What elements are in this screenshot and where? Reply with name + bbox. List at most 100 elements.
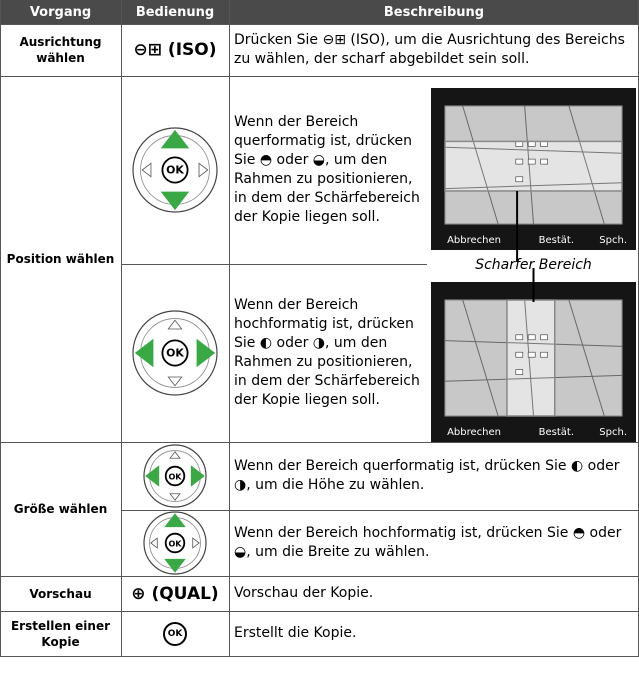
screen-image [444,299,623,417]
car [540,351,548,358]
beschreibung: Erstellt die Kopie. [234,625,357,641]
selector-ring [132,127,218,213]
vorgang: Position wählen [6,252,115,266]
selector-ring [143,511,207,575]
screen-label: Abbrechen [447,427,501,438]
beschreibung: Wenn der Bereich querformatig ist, drück… [234,114,420,225]
ok-label: OK [166,164,184,177]
car [527,334,536,341]
header-cell: Beschreibung [229,0,639,24]
street-line [444,182,623,190]
rule [0,24,639,25]
selector-arrow [145,465,160,487]
vorgang: Erstellen einer Kopie [10,618,111,649]
rule [121,0,122,657]
selector-ring [149,517,201,569]
car [527,351,536,358]
shade [445,300,507,416]
ok-button [161,339,189,367]
selector-arrow [164,558,186,573]
vorgang: Ausrichtung wählen [19,35,102,65]
selector-arrow [198,162,209,178]
selector-arrow [160,191,190,211]
car [527,141,536,147]
selector-arrow [196,338,216,368]
car [540,141,548,147]
rule [0,656,639,657]
selector-arrow [169,493,181,501]
selector-arrow [164,513,186,528]
street-line [462,105,499,225]
selector-arrow [150,537,158,549]
ok-button-icon: OK [163,621,187,646]
ok-button [164,465,186,487]
car [527,158,536,165]
focus-frame [444,140,623,192]
street-line [568,299,605,417]
selector-ring [140,135,210,205]
street-line [444,146,623,154]
car [540,158,548,165]
street-line [524,299,534,417]
ok-label: OK [168,540,182,549]
vorgang: Größe wählen [13,502,108,516]
car [515,176,524,183]
camera-screen [431,88,636,250]
beschreibung: Vorschau der Kopie. [234,585,374,601]
bedienung: OK [121,611,229,656]
shade [445,190,622,224]
car [515,351,524,358]
car [515,158,524,165]
ok-button [161,156,189,184]
screen-label: Abbrechen [447,235,501,246]
rule [0,576,639,577]
selector-arrow [190,465,205,487]
screen-label: Spch. [599,235,627,246]
rule [0,611,639,612]
car [515,369,524,375]
street-line [444,340,623,347]
selector-arrow [192,537,200,549]
header-cell: Bedienung [121,0,229,24]
beschreibung: Wenn der Bereich hochformatig ist, drück… [234,297,420,408]
camera-screen [431,282,636,442]
bedienung: ⊖⊞ (ISO) [133,40,217,60]
selector-arrow [134,338,154,368]
rule [121,510,639,511]
rule [0,76,639,77]
caption: Scharfer Bereich [475,257,592,273]
screen-label: Spch. [599,427,627,438]
screen-label: Bestät. [539,427,574,438]
car [515,334,524,341]
screen-label: Bestät. [539,235,574,246]
selector-arrow [167,376,183,387]
rule [0,442,639,443]
selector-arrow [169,451,181,459]
street-line [444,374,623,382]
ok-label: OK [168,473,182,482]
bedienung: ⊕ (QUAL) [131,583,219,604]
beschreibung: Wenn der Bereich hochformatig ist, drück… [234,525,622,560]
shade [554,300,622,416]
street-line [524,105,534,225]
selector-ring [140,318,210,388]
car [515,141,524,147]
beschreibung: Wenn der Bereich querformatig ist, drück… [234,458,620,493]
street-line [568,105,605,225]
street-line [462,299,499,417]
selector-ring [132,310,218,396]
selector-arrow [160,129,190,149]
rule [229,0,230,657]
rule [0,0,1,657]
shade [445,106,622,142]
header-cell: Vorgang [0,0,121,24]
vorgang: Vorschau [29,586,92,601]
selector-arrow [141,162,152,178]
car [540,334,548,341]
ok-button [164,532,186,554]
selector-ring [149,450,201,502]
rule [121,264,427,265]
selector-ring [143,444,207,508]
screen-image [444,105,623,225]
